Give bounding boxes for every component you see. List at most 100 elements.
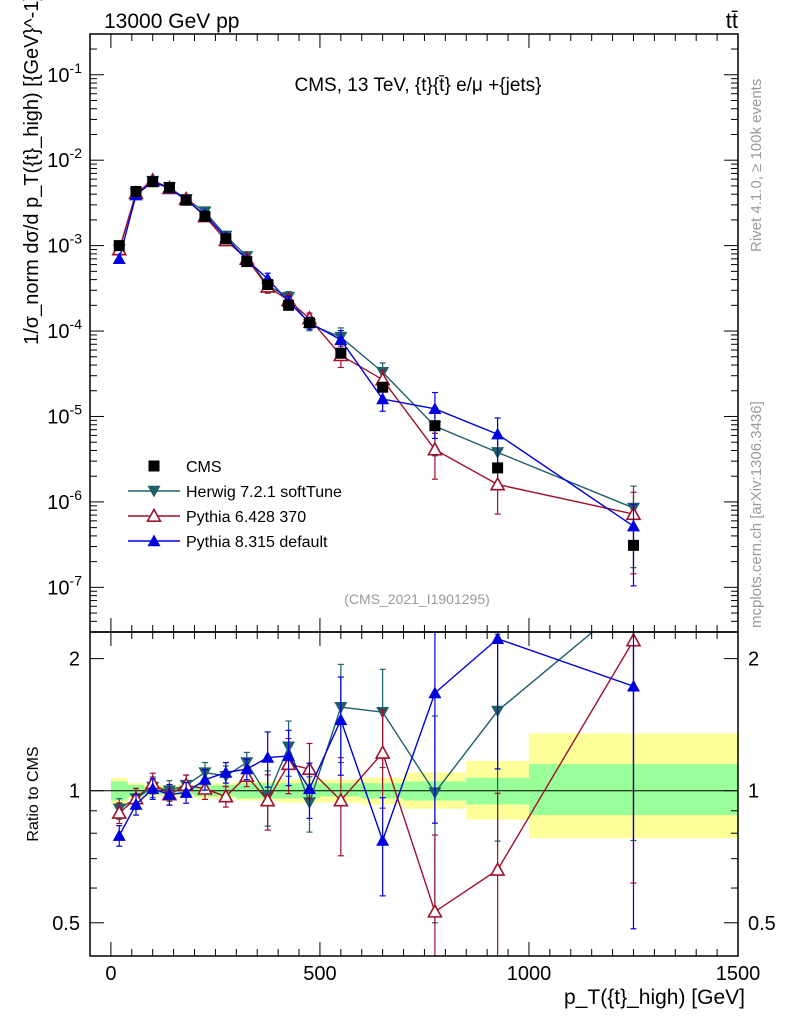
- legend-label: CMS: [186, 459, 222, 476]
- ratio-point: [259, 792, 276, 807]
- y-tick-label-exp: -7: [70, 572, 83, 588]
- y-tick-label-exp: -2: [70, 145, 83, 161]
- ratio-point: [489, 861, 506, 876]
- mcplots-label: mcplots.cern.ch [arXiv:1306.3436]: [748, 401, 765, 628]
- ratio-point: [146, 782, 160, 795]
- legend: CMS Herwig 7.2.1 softTune Pythia 6.428 370…: [128, 459, 342, 551]
- ratio-point: [240, 762, 254, 775]
- data-point: [492, 462, 504, 474]
- ratio-point: [198, 773, 212, 785]
- y-tick-label-exp: -5: [70, 401, 83, 417]
- data-point: [163, 181, 175, 193]
- y-tick-label: 10-6: [47, 487, 82, 514]
- series-line: [118, 180, 634, 527]
- legend-label: Pythia 8.315 default: [186, 534, 328, 551]
- data-point: [303, 317, 315, 329]
- ratio-point: [491, 632, 505, 644]
- y-tick-label-exp: -1: [70, 60, 83, 76]
- ratio-y-axis-title: Ratio to CMS: [25, 746, 42, 841]
- ratio-frame: [89, 631, 739, 957]
- x-tick-label: 0: [105, 963, 116, 985]
- main-panel: 10-710-610-510-410-310-210-1 CMS, 13 TeV…: [47, 33, 739, 633]
- y-tick-label: 10-2: [47, 145, 82, 172]
- data-point: [428, 402, 442, 414]
- rivet-label: Rivet 4.1.0, ≥ 100k events: [748, 79, 765, 252]
- rivet-label-group: Rivet 4.1.0, ≥ 100k events: [748, 79, 765, 252]
- data-point: [220, 233, 232, 245]
- legend-marker: [146, 507, 162, 523]
- y-tick-label-exp: -3: [70, 231, 83, 247]
- analysis-id: (CMS_2021_I1901295): [344, 591, 490, 607]
- y-tick-label-exp: -4: [70, 316, 83, 332]
- ratio-point: [112, 829, 126, 841]
- ratio-point: [129, 798, 143, 810]
- data-point: [130, 186, 142, 198]
- ratio-line: [118, 637, 634, 843]
- ratio-y-tick-label-right: 0.5: [748, 913, 776, 935]
- ratio-point: [179, 786, 193, 798]
- ratio-point: [302, 782, 316, 795]
- ratio-point: [261, 751, 275, 763]
- data-point: [180, 194, 192, 206]
- x-tick-label: 1000: [507, 963, 552, 985]
- x-tick-label: 500: [303, 963, 336, 985]
- ratio-axes: 0.5 0.5 1 1 2 2 0 500 1000 1500: [52, 632, 776, 985]
- data-point: [427, 441, 443, 456]
- data-point: [113, 240, 125, 252]
- x-axis-title: p_T({t}_high) [GeV]: [564, 986, 745, 1009]
- ratio-point: [428, 686, 442, 699]
- data-point: [377, 381, 389, 393]
- legend-label: Herwig 7.2.1 softTune: [186, 484, 342, 501]
- data-point: [147, 176, 159, 188]
- channel-label: tt̄: [726, 8, 738, 33]
- ratio-point: [218, 788, 234, 803]
- legend-marker: [148, 460, 160, 472]
- ratio-y-tick-label: 1: [69, 781, 80, 803]
- ratio-line: [118, 640, 635, 913]
- data-point: [283, 299, 295, 311]
- ratio-point: [427, 903, 443, 918]
- ratio-point: [282, 749, 296, 762]
- ratio-series-pythia-8-315-default: [112, 632, 640, 930]
- series-cms: [113, 176, 639, 551]
- process-label: 13000 GeV pp: [104, 10, 239, 33]
- data-point: [335, 347, 347, 359]
- ratio-point: [374, 744, 391, 759]
- y-tick-label-exp: -6: [70, 487, 83, 503]
- y-tick-label: 10-3: [47, 231, 82, 258]
- data-point: [376, 392, 390, 405]
- ratio-point: [162, 788, 176, 800]
- data-point: [489, 476, 506, 491]
- ratio-plot-area: [90, 632, 738, 956]
- legend-label: Pythia 6.428 370: [186, 509, 306, 526]
- data-point: [429, 420, 441, 432]
- ratio-point: [376, 834, 390, 846]
- main-y-axis-title: 1/σ_norm dσ/d p_T({t}_high) [{GeV}^-1]: [21, 0, 43, 345]
- ratio-y-tick-label: 2: [69, 649, 80, 671]
- ratio-point: [334, 713, 348, 726]
- ratio-point: [626, 679, 640, 692]
- main-axes: 10-710-610-510-410-310-210-1: [47, 34, 739, 633]
- main-plot-area: [111, 172, 642, 587]
- data-point: [491, 427, 505, 440]
- legend-marker: [147, 534, 161, 547]
- ratio-point: [219, 766, 233, 778]
- data-point: [199, 210, 211, 222]
- data-point: [241, 256, 253, 268]
- ratio-point: [111, 804, 128, 819]
- ratio-panel: 0.5 0.5 1 1 2 2 0 500 1000 1500: [52, 631, 776, 985]
- ratio-y-tick-label: 0.5: [52, 913, 80, 935]
- data-point: [627, 539, 639, 551]
- ratio-y-axis-title-text: Ratio to CMS: [25, 746, 42, 841]
- data-point: [262, 279, 274, 291]
- main-y-axis-title-text: 1/σ_norm dσ/d p_T({t}_high) [{GeV}^-1]: [21, 0, 43, 345]
- ratio-point: [332, 792, 349, 807]
- data-point: [626, 519, 640, 532]
- data-point: [112, 252, 126, 265]
- legend-marker: [147, 485, 161, 498]
- x-tick-label: 1500: [716, 963, 761, 985]
- plot-title: CMS, 13 TeV, {t}{t̄} e/μ +{jets}: [294, 75, 541, 96]
- mcplots-label-group: mcplots.cern.ch [arXiv:1306.3436]: [748, 401, 765, 628]
